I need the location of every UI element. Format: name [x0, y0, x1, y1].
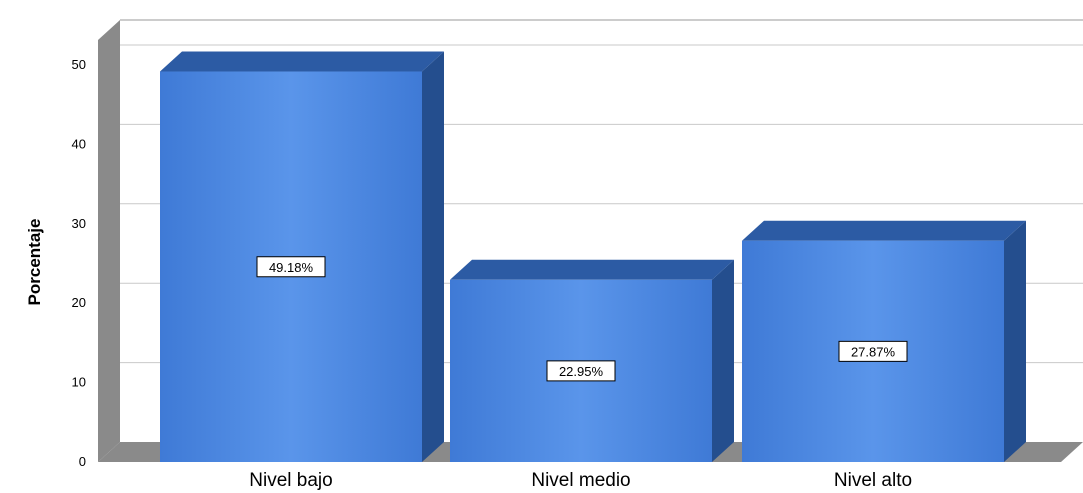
- bar-side: [1004, 220, 1026, 462]
- bar-side: [712, 259, 734, 462]
- y-tick-label: 20: [72, 295, 86, 310]
- y-tick-label: 30: [72, 216, 86, 231]
- bar: 49.18%: [160, 51, 444, 462]
- data-label: 27.87%: [851, 344, 896, 359]
- data-label: 22.95%: [559, 364, 604, 379]
- y-axis-label: Porcentaje: [25, 219, 44, 306]
- bars: 49.18% 22.95% 27.87%: [160, 51, 1026, 462]
- left-wall: [98, 20, 120, 462]
- data-label: 49.18%: [269, 260, 314, 275]
- y-tick-label: 0: [79, 454, 86, 469]
- y-tick-label: 50: [72, 57, 86, 72]
- y-tick-label: 40: [72, 136, 86, 151]
- bar-top: [450, 259, 734, 280]
- bar-side: [422, 51, 444, 462]
- data-label-box: [546, 360, 616, 382]
- data-label-box: [838, 340, 908, 362]
- y-axis-ticks: 0 10 20 30 40 50: [72, 57, 86, 469]
- y-tick-label: 10: [72, 375, 86, 390]
- bar: 27.87%: [742, 220, 1026, 462]
- bar-top: [742, 220, 1026, 241]
- x-category-label: Nivel alto: [834, 470, 912, 491]
- x-category-label: Nivel medio: [531, 470, 630, 491]
- bar-top: [160, 51, 444, 72]
- bar: 22.95%: [450, 259, 734, 462]
- x-axis-labels: Nivel bajo Nivel medio Nivel alto: [249, 470, 912, 491]
- data-label-box: [256, 256, 326, 278]
- x-category-label: Nivel bajo: [249, 470, 332, 491]
